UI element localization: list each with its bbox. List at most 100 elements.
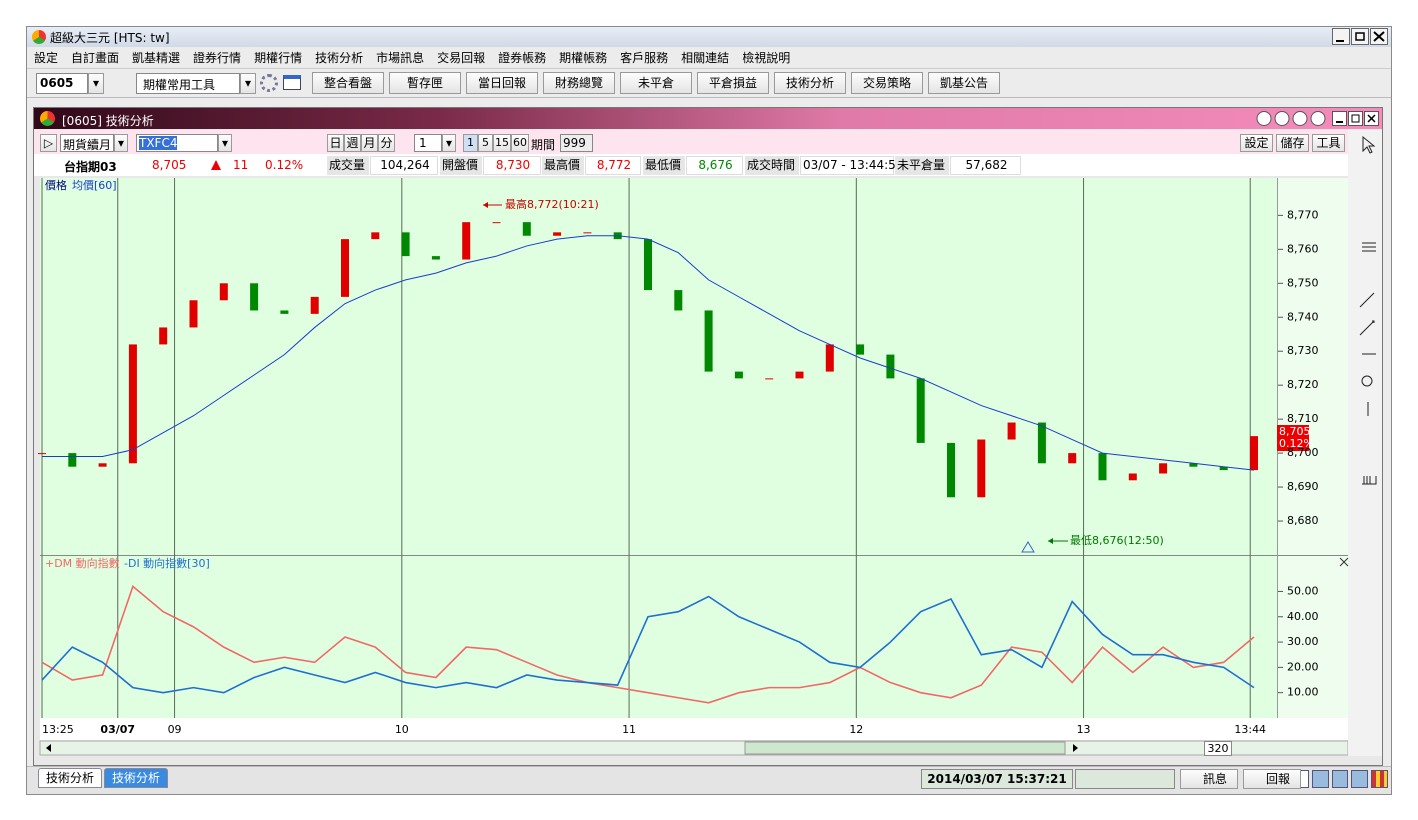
- code-dropdown[interactable]: ▾: [88, 73, 104, 94]
- toolbar-button[interactable]: 當日回報: [466, 72, 538, 94]
- y-tick-label: 8,770: [1287, 208, 1319, 221]
- count-label: 期間: [531, 138, 556, 152]
- menu-item[interactable]: 期權帳務: [559, 51, 608, 65]
- menu-item[interactable]: 檢視說明: [742, 51, 791, 65]
- settings-icon[interactable]: [260, 74, 278, 92]
- quote-label: 成交時間: [745, 156, 799, 175]
- candle: [68, 453, 77, 467]
- layout-icon[interactable]: [1311, 770, 1329, 788]
- status-tab[interactable]: 技術分析: [38, 768, 102, 788]
- period-button[interactable]: 月: [361, 134, 378, 152]
- menu-item[interactable]: 證券行情: [193, 51, 242, 65]
- candle: [522, 222, 531, 236]
- candle: [1068, 453, 1077, 464]
- last-price-label: 8,705: [1279, 425, 1311, 438]
- scrollbar[interactable]: [39, 740, 1349, 756]
- low-marker: [1021, 541, 1035, 553]
- menu-item[interactable]: 客戶服務: [620, 51, 669, 65]
- candle: [704, 310, 713, 372]
- toolbar-button[interactable]: 凱基公告: [928, 72, 1000, 94]
- symbol-dropdown[interactable]: ▾: [218, 134, 232, 152]
- menu-item[interactable]: 相關連結: [681, 51, 730, 65]
- toolbar-button[interactable]: 未平倉: [620, 72, 692, 94]
- interval-dropdown[interactable]: ▾: [442, 134, 456, 152]
- menu-item[interactable]: 期權行情: [254, 51, 303, 65]
- candle: [674, 290, 683, 311]
- layout-icon[interactable]: [1371, 770, 1388, 788]
- zoom-value[interactable]: 320: [1204, 741, 1232, 756]
- period-button[interactable]: 日: [327, 134, 344, 152]
- symbol-select[interactable]: TXFC4: [136, 134, 218, 152]
- minute-button[interactable]: 60: [511, 134, 529, 152]
- candle: [977, 439, 986, 498]
- y-tick-label: 8,710: [1287, 412, 1319, 425]
- toolbar-button[interactable]: 交易策略: [851, 72, 923, 94]
- tool-dropdown[interactable]: ▾: [240, 73, 256, 94]
- drawing-toolbar: [1348, 130, 1382, 756]
- interval-select[interactable]: 1: [414, 134, 442, 152]
- toolbar-button[interactable]: 暫存匣: [389, 72, 461, 94]
- inner-controls[interactable]: [1256, 110, 1380, 127]
- menu-item[interactable]: 技術分析: [315, 51, 364, 65]
- contract-select[interactable]: 期貨續月: [60, 134, 114, 152]
- count-input[interactable]: 999: [560, 134, 593, 152]
- status-button[interactable]: 回報: [1243, 769, 1301, 789]
- inner-title-bar: [34, 108, 1382, 129]
- status-button[interactable]: 訊息: [1180, 769, 1238, 789]
- scroll-thumb[interactable]: [744, 741, 1066, 755]
- tool-icons[interactable]: [1359, 135, 1377, 485]
- window-icon[interactable]: [283, 75, 301, 90]
- action-button[interactable]: 儲存: [1276, 134, 1309, 152]
- y-tick-label: 8,720: [1287, 378, 1319, 391]
- legend-label: 價格: [45, 178, 67, 192]
- action-button[interactable]: 設定: [1240, 134, 1273, 152]
- menu-item[interactable]: 市場訊息: [376, 51, 425, 65]
- menu-item[interactable]: 自訂畫面: [71, 51, 120, 65]
- tool-select[interactable]: 期權常用工具: [136, 73, 240, 94]
- y-tick-label: 50.00: [1287, 584, 1319, 597]
- candle: [1007, 422, 1016, 440]
- quote-value: 8,772: [585, 156, 641, 175]
- x-tick-label: 13:44: [1234, 723, 1266, 736]
- candle: [856, 344, 865, 355]
- candle: [189, 300, 198, 328]
- play-button[interactable]: ▷: [40, 134, 57, 152]
- layout-icon[interactable]: [1351, 770, 1369, 788]
- menu-item[interactable]: 證券帳務: [498, 51, 547, 65]
- contract-dropdown[interactable]: ▾: [114, 134, 128, 152]
- status-tab[interactable]: 技術分析: [104, 768, 168, 788]
- panel-close[interactable]: [1339, 557, 1349, 567]
- quote-value: 8,730: [483, 156, 541, 175]
- candle: [886, 354, 895, 379]
- menu-item[interactable]: 設定: [34, 51, 59, 65]
- menu-item[interactable]: 交易回報: [437, 51, 486, 65]
- code-input[interactable]: 0605: [36, 73, 88, 94]
- candle: [492, 222, 501, 224]
- quote-label: 未平倉量: [895, 156, 949, 175]
- last-pct-label: 0.12%: [1279, 437, 1314, 450]
- toolbar-button[interactable]: 技術分析: [774, 72, 846, 94]
- action-button[interactable]: 工具: [1312, 134, 1345, 152]
- toolbar-button[interactable]: 財務總覽: [543, 72, 615, 94]
- y-tick-label: 20.00: [1287, 660, 1319, 673]
- candle: [462, 222, 471, 260]
- candle: [583, 232, 592, 234]
- minute-button[interactable]: 1: [463, 134, 478, 152]
- toolbar-button[interactable]: 整合看盤: [312, 72, 384, 94]
- menu-bar: 設定 自訂畫面 凱基精選 證券行情 期權行情 技術分析 市場訊息 交易回報 證券帳務 期權帳務 客戶…: [34, 49, 790, 66]
- toolbar-button[interactable]: 平倉損益: [697, 72, 769, 94]
- period-button[interactable]: 分: [378, 134, 395, 152]
- last-price-tag: [1277, 425, 1309, 451]
- y-tick-label: 10.00: [1287, 686, 1319, 699]
- minute-button[interactable]: 5: [478, 134, 493, 152]
- layout-icons[interactable]: [1292, 770, 1388, 788]
- minute-button[interactable]: 15: [493, 134, 511, 152]
- window-controls[interactable]: [1332, 28, 1388, 45]
- candle: [128, 344, 137, 464]
- layout-icon[interactable]: [1331, 770, 1349, 788]
- menu-item[interactable]: 凱基精選: [132, 51, 181, 65]
- candle: [1037, 422, 1046, 464]
- y-tick-label: 40.00: [1287, 610, 1319, 623]
- up-triangle: [211, 160, 221, 170]
- period-button[interactable]: 週: [344, 134, 361, 152]
